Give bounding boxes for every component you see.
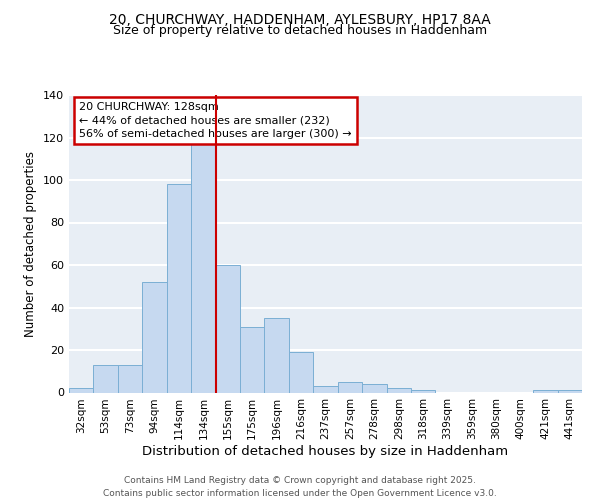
- Text: 20, CHURCHWAY, HADDENHAM, AYLESBURY, HP17 8AA: 20, CHURCHWAY, HADDENHAM, AYLESBURY, HP1…: [109, 12, 491, 26]
- Bar: [118, 365, 142, 392]
- Text: Size of property relative to detached houses in Haddenham: Size of property relative to detached ho…: [113, 24, 487, 37]
- Bar: [386, 388, 411, 392]
- Text: Contains HM Land Registry data © Crown copyright and database right 2025.
Contai: Contains HM Land Registry data © Crown c…: [103, 476, 497, 498]
- Bar: [265, 318, 289, 392]
- Bar: [557, 390, 582, 392]
- Bar: [313, 386, 338, 392]
- Bar: [362, 384, 386, 392]
- Bar: [240, 326, 265, 392]
- Bar: [338, 382, 362, 392]
- Bar: [69, 388, 94, 392]
- Bar: [215, 265, 240, 392]
- Bar: [191, 142, 215, 393]
- Bar: [533, 390, 557, 392]
- Y-axis label: Number of detached properties: Number of detached properties: [25, 151, 37, 337]
- Bar: [142, 282, 167, 393]
- Bar: [411, 390, 436, 392]
- Bar: [94, 365, 118, 392]
- X-axis label: Distribution of detached houses by size in Haddenham: Distribution of detached houses by size …: [142, 445, 509, 458]
- Text: 20 CHURCHWAY: 128sqm
← 44% of detached houses are smaller (232)
56% of semi-deta: 20 CHURCHWAY: 128sqm ← 44% of detached h…: [79, 102, 352, 139]
- Bar: [289, 352, 313, 393]
- Bar: [167, 184, 191, 392]
